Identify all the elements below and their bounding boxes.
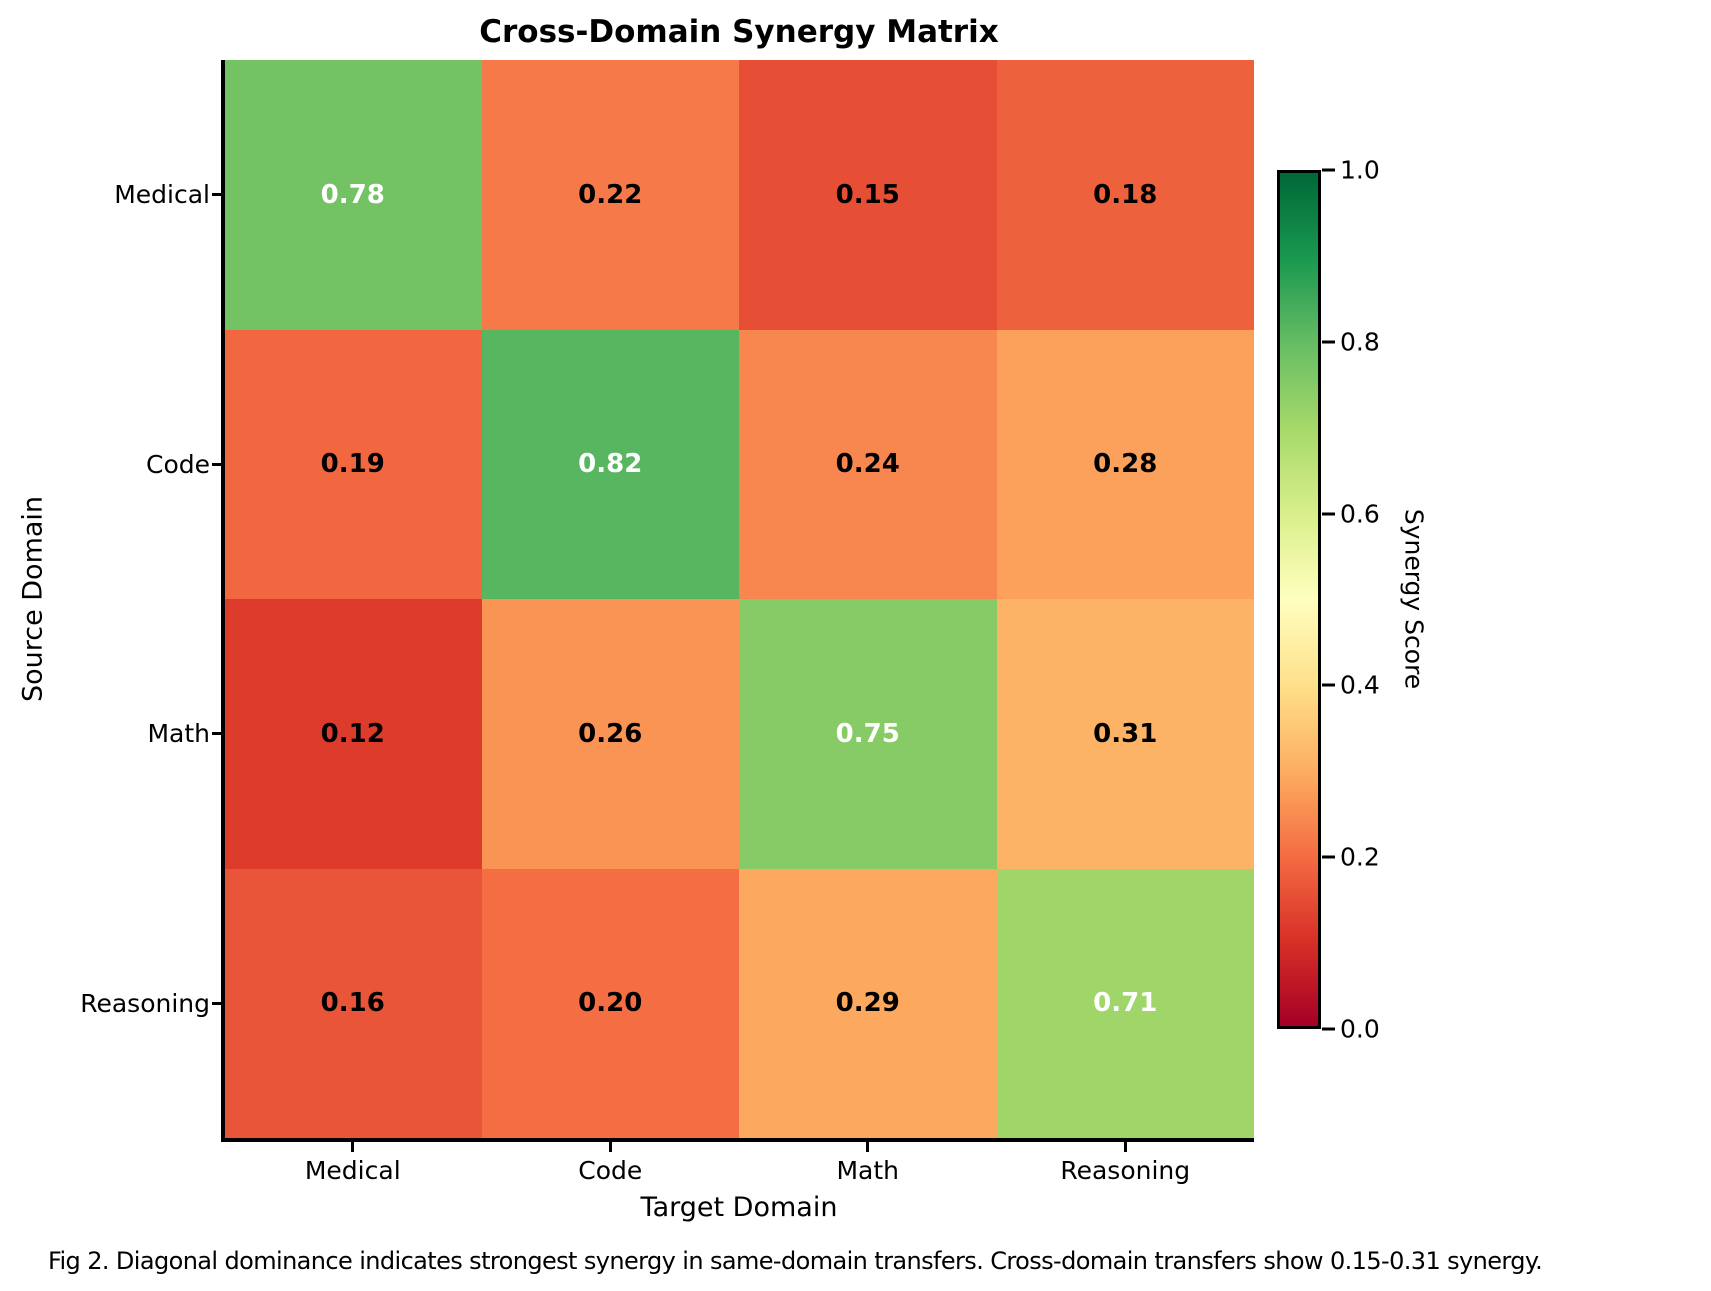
heatmap-cell-Reasoning-Math: 0.29 <box>739 868 997 1138</box>
x-tick-marks <box>224 1140 1254 1152</box>
colorbar-tick-label-0.2: 0.2 <box>1340 842 1380 872</box>
colorbar-tick-label-0.0: 0.0 <box>1340 1014 1380 1044</box>
x-tick-label-Code: Code <box>578 1155 643 1185</box>
heatmap-cell-Medical-Code: 0.22 <box>481 60 739 330</box>
figure-caption: Fig 2. Diagonal dominance indicates stro… <box>48 1247 1543 1275</box>
heatmap-cell-Code-Reasoning: 0.28 <box>996 329 1254 599</box>
y-tick-labels: Medical Code Math Reasoning <box>0 60 210 1138</box>
y-tick-mark-Reasoning <box>212 869 224 1139</box>
x-tick-label-Medical: Medical <box>304 1155 401 1185</box>
colorbar-tick-mark-0.8 <box>1322 340 1335 344</box>
x-axis-spine <box>221 1138 1254 1142</box>
colorbar-tick-marks <box>1322 168 1335 1031</box>
x-tick-mark-Reasoning <box>997 1140 1255 1152</box>
colorbar-tick-mark-0.4 <box>1322 683 1335 687</box>
x-tick-labels: Medical Code Math Reasoning <box>224 1152 1254 1188</box>
y-axis-spine <box>221 60 225 1142</box>
x-tick-mark-Code <box>482 1140 740 1152</box>
y-tick-mark-Code <box>212 330 224 600</box>
colorbar-tick-label-0.6: 0.6 <box>1340 499 1380 529</box>
x-tick-mark-Math <box>739 1140 997 1152</box>
colorbar-gradient <box>1277 170 1321 1029</box>
x-tick-label-Reasoning: Reasoning <box>1060 1155 1191 1185</box>
colorbar-tick-mark-1.0 <box>1322 168 1335 172</box>
heatmap-cell-Code-Math: 0.24 <box>739 329 997 599</box>
heatmap-cell-Math-Code: 0.26 <box>481 599 739 869</box>
y-tick-label-Math: Math <box>147 719 210 749</box>
colorbar-tick-label-0.8: 0.8 <box>1340 327 1380 357</box>
y-tick-label-Medical: Medical <box>114 180 210 210</box>
heatmap-cell-Code-Code: 0.82 <box>481 329 739 599</box>
colorbar-tick-mark-0.2 <box>1322 855 1335 859</box>
chart-title: Cross-Domain Synergy Matrix <box>479 14 999 50</box>
heatmap-cell-Medical-Reasoning: 0.18 <box>996 60 1254 330</box>
x-axis-label: Target Domain <box>640 1192 838 1223</box>
colorbar-tick-label-1.0: 1.0 <box>1340 155 1380 185</box>
y-tick-label-Reasoning: Reasoning <box>80 988 210 1018</box>
colorbar-tick-mark-0.6 <box>1322 512 1335 516</box>
heatmap-cell-Reasoning-Medical: 0.16 <box>224 868 482 1138</box>
heatmap-grid: 0.78 0.22 0.15 0.18 0.19 0.82 0.24 0.28 0.12 0.26… <box>224 60 1254 1138</box>
heatmap-cell-Math-Math: 0.75 <box>739 599 997 869</box>
y-tick-mark-Math <box>212 599 224 869</box>
heatmap-cell-Math-Reasoning: 0.31 <box>996 599 1254 869</box>
y-tick-marks <box>212 60 224 1138</box>
heatmap-cell-Code-Medical: 0.19 <box>224 329 482 599</box>
heatmap-cell-Reasoning-Reasoning: 0.71 <box>996 868 1254 1138</box>
y-tick-mark-Medical <box>212 60 224 330</box>
heatmap-cell-Math-Medical: 0.12 <box>224 599 482 869</box>
y-axis-label: Source Domain <box>17 495 49 703</box>
y-tick-label-Code: Code <box>145 449 210 479</box>
x-tick-label-Math: Math <box>836 1155 900 1185</box>
heatmap-cell-Reasoning-Code: 0.20 <box>481 868 739 1138</box>
colorbar-tick-label-0.4: 0.4 <box>1340 670 1380 700</box>
colorbar-tick-mark-0.0 <box>1322 1027 1335 1031</box>
heatmap-cell-Medical-Medical: 0.78 <box>224 60 482 330</box>
heatmap-cell-Medical-Math: 0.15 <box>739 60 997 330</box>
colorbar-label: Synergy Score <box>1399 508 1429 690</box>
colorbar-tick-labels: 1.0 0.8 0.6 0.4 0.2 0.0 <box>1340 156 1430 1044</box>
x-tick-mark-Medical <box>224 1140 482 1152</box>
